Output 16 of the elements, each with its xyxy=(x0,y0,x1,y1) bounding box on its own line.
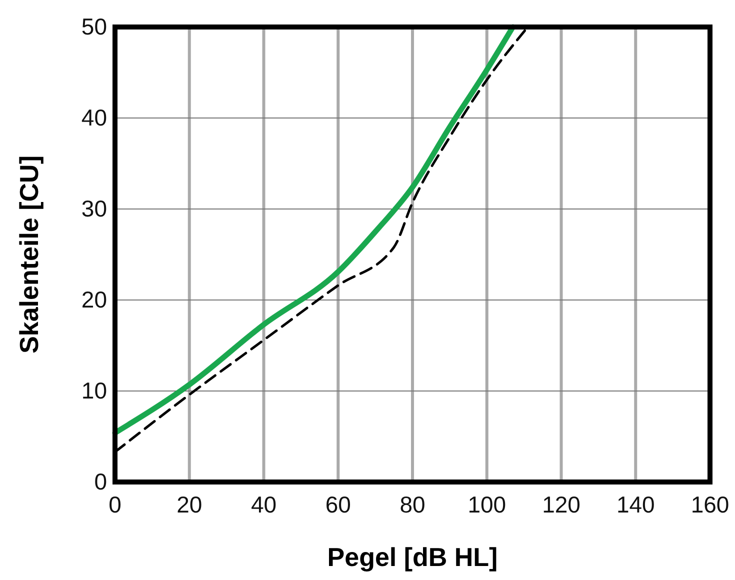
x-tick-label: 140 xyxy=(616,491,655,518)
y-tick-label: 40 xyxy=(81,104,107,130)
x-tick-label: 160 xyxy=(690,491,730,518)
x-tick-label: 60 xyxy=(325,491,351,518)
x-axis-title: Pegel [dB HL] xyxy=(327,542,498,572)
y-axis-title: Skalenteile [CU] xyxy=(14,156,44,354)
y-tick-label: 50 xyxy=(81,13,107,40)
x-tick-label: 120 xyxy=(542,491,580,518)
y-tick-label: 20 xyxy=(81,286,107,312)
y-tick-label: 10 xyxy=(81,377,107,404)
x-tick-label: 80 xyxy=(400,491,426,518)
y-tick-label: 30 xyxy=(81,195,107,222)
x-tick-label: 100 xyxy=(468,491,506,518)
x-tick-label: 40 xyxy=(250,491,277,518)
y-tick-label: 0 xyxy=(94,468,107,494)
x-tick-label: 20 xyxy=(176,491,202,518)
